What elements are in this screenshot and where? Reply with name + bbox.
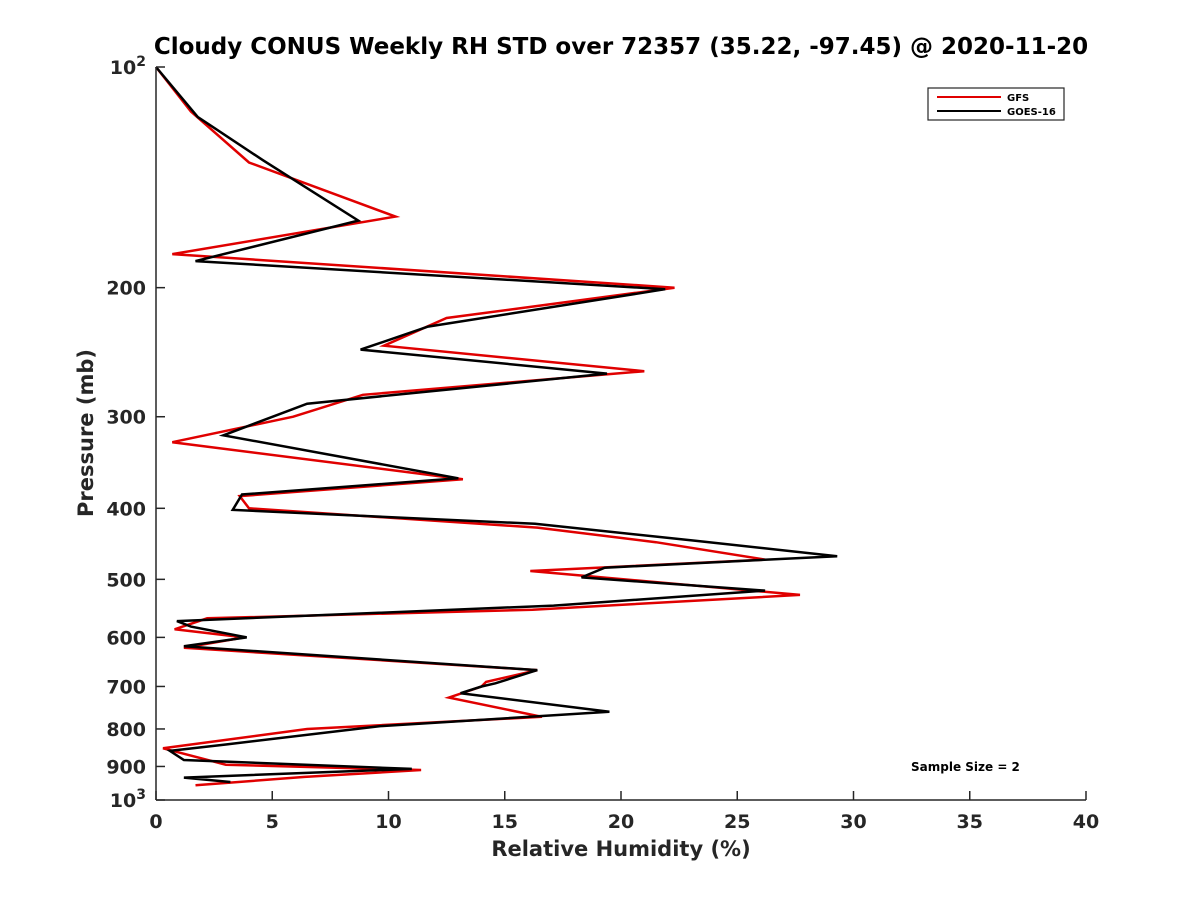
x-tick-label: 30 [840, 811, 866, 833]
y-tick-label: 103 [110, 787, 146, 812]
y-tick-label: 800 [106, 719, 146, 741]
x-tick-label: 0 [149, 811, 162, 833]
y-tick-label: 600 [106, 627, 146, 649]
y-tick-label: 500 [106, 569, 146, 591]
y-tick-label: 400 [106, 498, 146, 520]
x-axis-title: Relative Humidity (%) [491, 837, 750, 861]
y-tick-label: 200 [106, 278, 146, 300]
x-tick-label: 35 [957, 811, 983, 833]
x-ticks: 0 5 10 15 20 25 30 35 40 [149, 791, 1099, 833]
y-axis-title: Pressure (mb) [74, 349, 98, 517]
legend-label-goes-16: GOES-16 [1007, 107, 1056, 118]
legend-label-gfs: GFS [1007, 93, 1029, 104]
legend-box [927, 87, 1065, 121]
x-tick-label: 40 [1073, 811, 1099, 833]
chart-title: Cloudy CONUS Weekly RH STD over 72357 (3… [154, 34, 1088, 60]
series-line-gfs [155, 66, 801, 787]
y-tick-label: 900 [106, 756, 146, 778]
x-tick-label: 10 [375, 811, 401, 833]
sample-size-annotation: Sample Size = 2 [911, 760, 1020, 774]
legend: GFS GOES-16 [927, 87, 1065, 121]
y-ticks: 102 200 300 400 500 600 700 800 900 103 [106, 54, 165, 812]
x-tick-label: 15 [492, 811, 518, 833]
x-tick-label: 25 [724, 811, 750, 833]
y-tick-label: 102 [110, 54, 146, 79]
y-tick-label: 700 [106, 676, 146, 698]
plot-axes [155, 67, 1086, 801]
x-tick-label: 5 [266, 811, 279, 833]
y-tick-label: 300 [106, 407, 146, 429]
x-tick-label: 20 [608, 811, 634, 833]
series-layer [155, 66, 838, 787]
series-line-goes-16 [155, 66, 838, 784]
